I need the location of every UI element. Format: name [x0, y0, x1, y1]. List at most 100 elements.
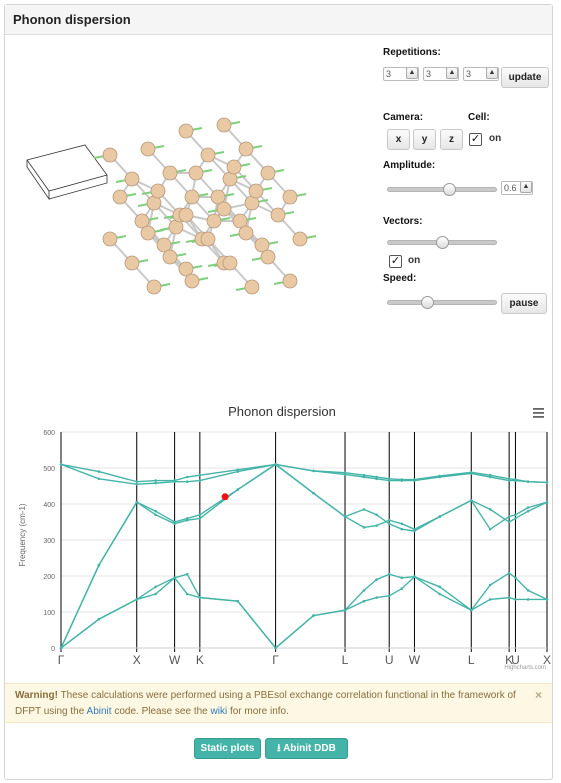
wiki-link[interactable]: wiki	[210, 706, 228, 717]
abinit-link[interactable]: Abinit	[86, 706, 112, 717]
branch-point	[400, 576, 404, 580]
camera-y-button[interactable]: y	[413, 129, 436, 150]
speed-slider-handle[interactable]	[421, 296, 435, 309]
vectors-slider[interactable]	[387, 236, 497, 249]
branch-point	[387, 518, 391, 522]
branch-point	[387, 572, 391, 576]
branch-point	[185, 480, 189, 483]
repetitions-y-input[interactable]: 3 ▲	[423, 67, 459, 81]
branch-point	[514, 517, 517, 520]
atom-sphere	[102, 231, 118, 247]
panel-title: Phonon dispersion	[5, 5, 552, 35]
atom-sphere	[146, 279, 162, 295]
spin-up-icon[interactable]: ▲	[486, 68, 498, 79]
warning-alert: Warning! These calculations were perform…	[5, 683, 552, 723]
branch-point	[312, 614, 315, 617]
atom-sphere	[254, 237, 270, 253]
branch-point	[198, 517, 202, 520]
y-tick-label: 400	[43, 502, 55, 509]
atom-sphere	[200, 147, 216, 163]
branch-point	[154, 585, 157, 589]
branch-point	[198, 513, 202, 517]
branch-point	[198, 479, 202, 482]
x-tick-label: X	[133, 653, 141, 667]
branch-point	[526, 509, 530, 513]
atom-sphere	[206, 213, 222, 229]
camera-z-button[interactable]: z	[440, 129, 463, 150]
cell-checkbox[interactable]: ✓	[469, 133, 482, 146]
close-icon[interactable]: ×	[534, 688, 542, 702]
branch-point	[545, 500, 549, 504]
atom-sphere	[134, 213, 150, 229]
repetitions-y-value: 3	[426, 69, 432, 79]
phonon-branch-3	[60, 463, 548, 649]
vectors-on-label: on	[408, 255, 421, 266]
camera-x-button[interactable]: x	[387, 129, 410, 150]
atom-sphere	[238, 141, 254, 157]
atom-sphere	[102, 147, 118, 163]
branch-point	[438, 592, 442, 596]
branch-point	[507, 479, 511, 482]
branch-point	[488, 598, 492, 601]
unit-cell-outline	[26, 144, 108, 201]
branch-point	[97, 470, 101, 473]
branch-point	[362, 508, 366, 511]
branch-point	[507, 477, 511, 481]
branch-point	[173, 576, 176, 580]
y-tick-label: 200	[43, 574, 55, 581]
branch-point	[135, 480, 139, 483]
speed-slider[interactable]	[387, 296, 497, 309]
y-tick-label: 0	[51, 646, 55, 653]
speed-label: Speed:	[383, 273, 417, 284]
branch-point	[198, 596, 202, 599]
y-tick-label: 500	[43, 466, 55, 473]
repetitions-x-input[interactable]: 3 ▲	[383, 67, 419, 81]
pause-button[interactable]: pause	[501, 293, 547, 314]
chart-menu-icon[interactable]	[533, 408, 544, 418]
branch-point	[154, 481, 157, 485]
amplitude-slider[interactable]	[387, 183, 497, 196]
update-button[interactable]: update	[501, 67, 549, 88]
spin-up-icon[interactable]: ▲	[446, 68, 458, 79]
branch-point	[400, 522, 404, 526]
branch-point	[507, 520, 511, 524]
branch-point	[362, 475, 366, 479]
branch-point	[400, 587, 404, 590]
branch-point	[469, 608, 473, 612]
atom-sphere	[270, 207, 286, 223]
structure-viewer[interactable]	[15, 45, 375, 375]
chart-credit[interactable]: Highcharts.com	[504, 665, 546, 671]
atom-sphere	[216, 117, 232, 133]
branch-point	[185, 592, 189, 596]
amplitude-slider-handle[interactable]	[443, 183, 457, 196]
branch-point	[375, 596, 378, 599]
repetitions-z-input[interactable]: 3 ▲	[463, 67, 499, 81]
branch-point	[387, 594, 391, 598]
branch-point	[514, 576, 517, 580]
spin-up-icon[interactable]: ▲	[406, 68, 418, 79]
camera-label: Camera:	[383, 112, 424, 123]
branch-point	[438, 474, 442, 478]
x-tick-label: K	[196, 653, 204, 667]
vectors-label: Vectors:	[383, 216, 423, 227]
vectors-slider-handle[interactable]	[435, 236, 449, 249]
static-plots-button[interactable]: Static plots	[194, 738, 261, 759]
branch-point	[343, 473, 347, 476]
spin-up-icon[interactable]: ▲	[520, 182, 532, 193]
atom-sphere	[200, 231, 216, 247]
warning-bold: Warning!	[15, 690, 58, 701]
vectors-checkbox[interactable]: ✓	[389, 255, 402, 268]
x-tick-label: W	[169, 653, 181, 667]
x-tick-label: U	[511, 653, 520, 667]
chart-title: Phonon dispersion	[228, 404, 336, 419]
warning-text-3: for more info.	[227, 706, 289, 717]
repetitions-x-value: 3	[386, 69, 392, 79]
atom-sphere	[178, 123, 194, 139]
branch-point	[274, 646, 277, 650]
abinit-ddb-button[interactable]: ⭳ Abinit DDB	[265, 738, 348, 759]
atom-sphere	[248, 183, 264, 199]
atom-sphere	[178, 207, 194, 223]
amplitude-input[interactable]: 0.6 ▲	[501, 181, 533, 195]
atom-sphere	[238, 225, 254, 241]
atom-sphere	[226, 159, 242, 175]
